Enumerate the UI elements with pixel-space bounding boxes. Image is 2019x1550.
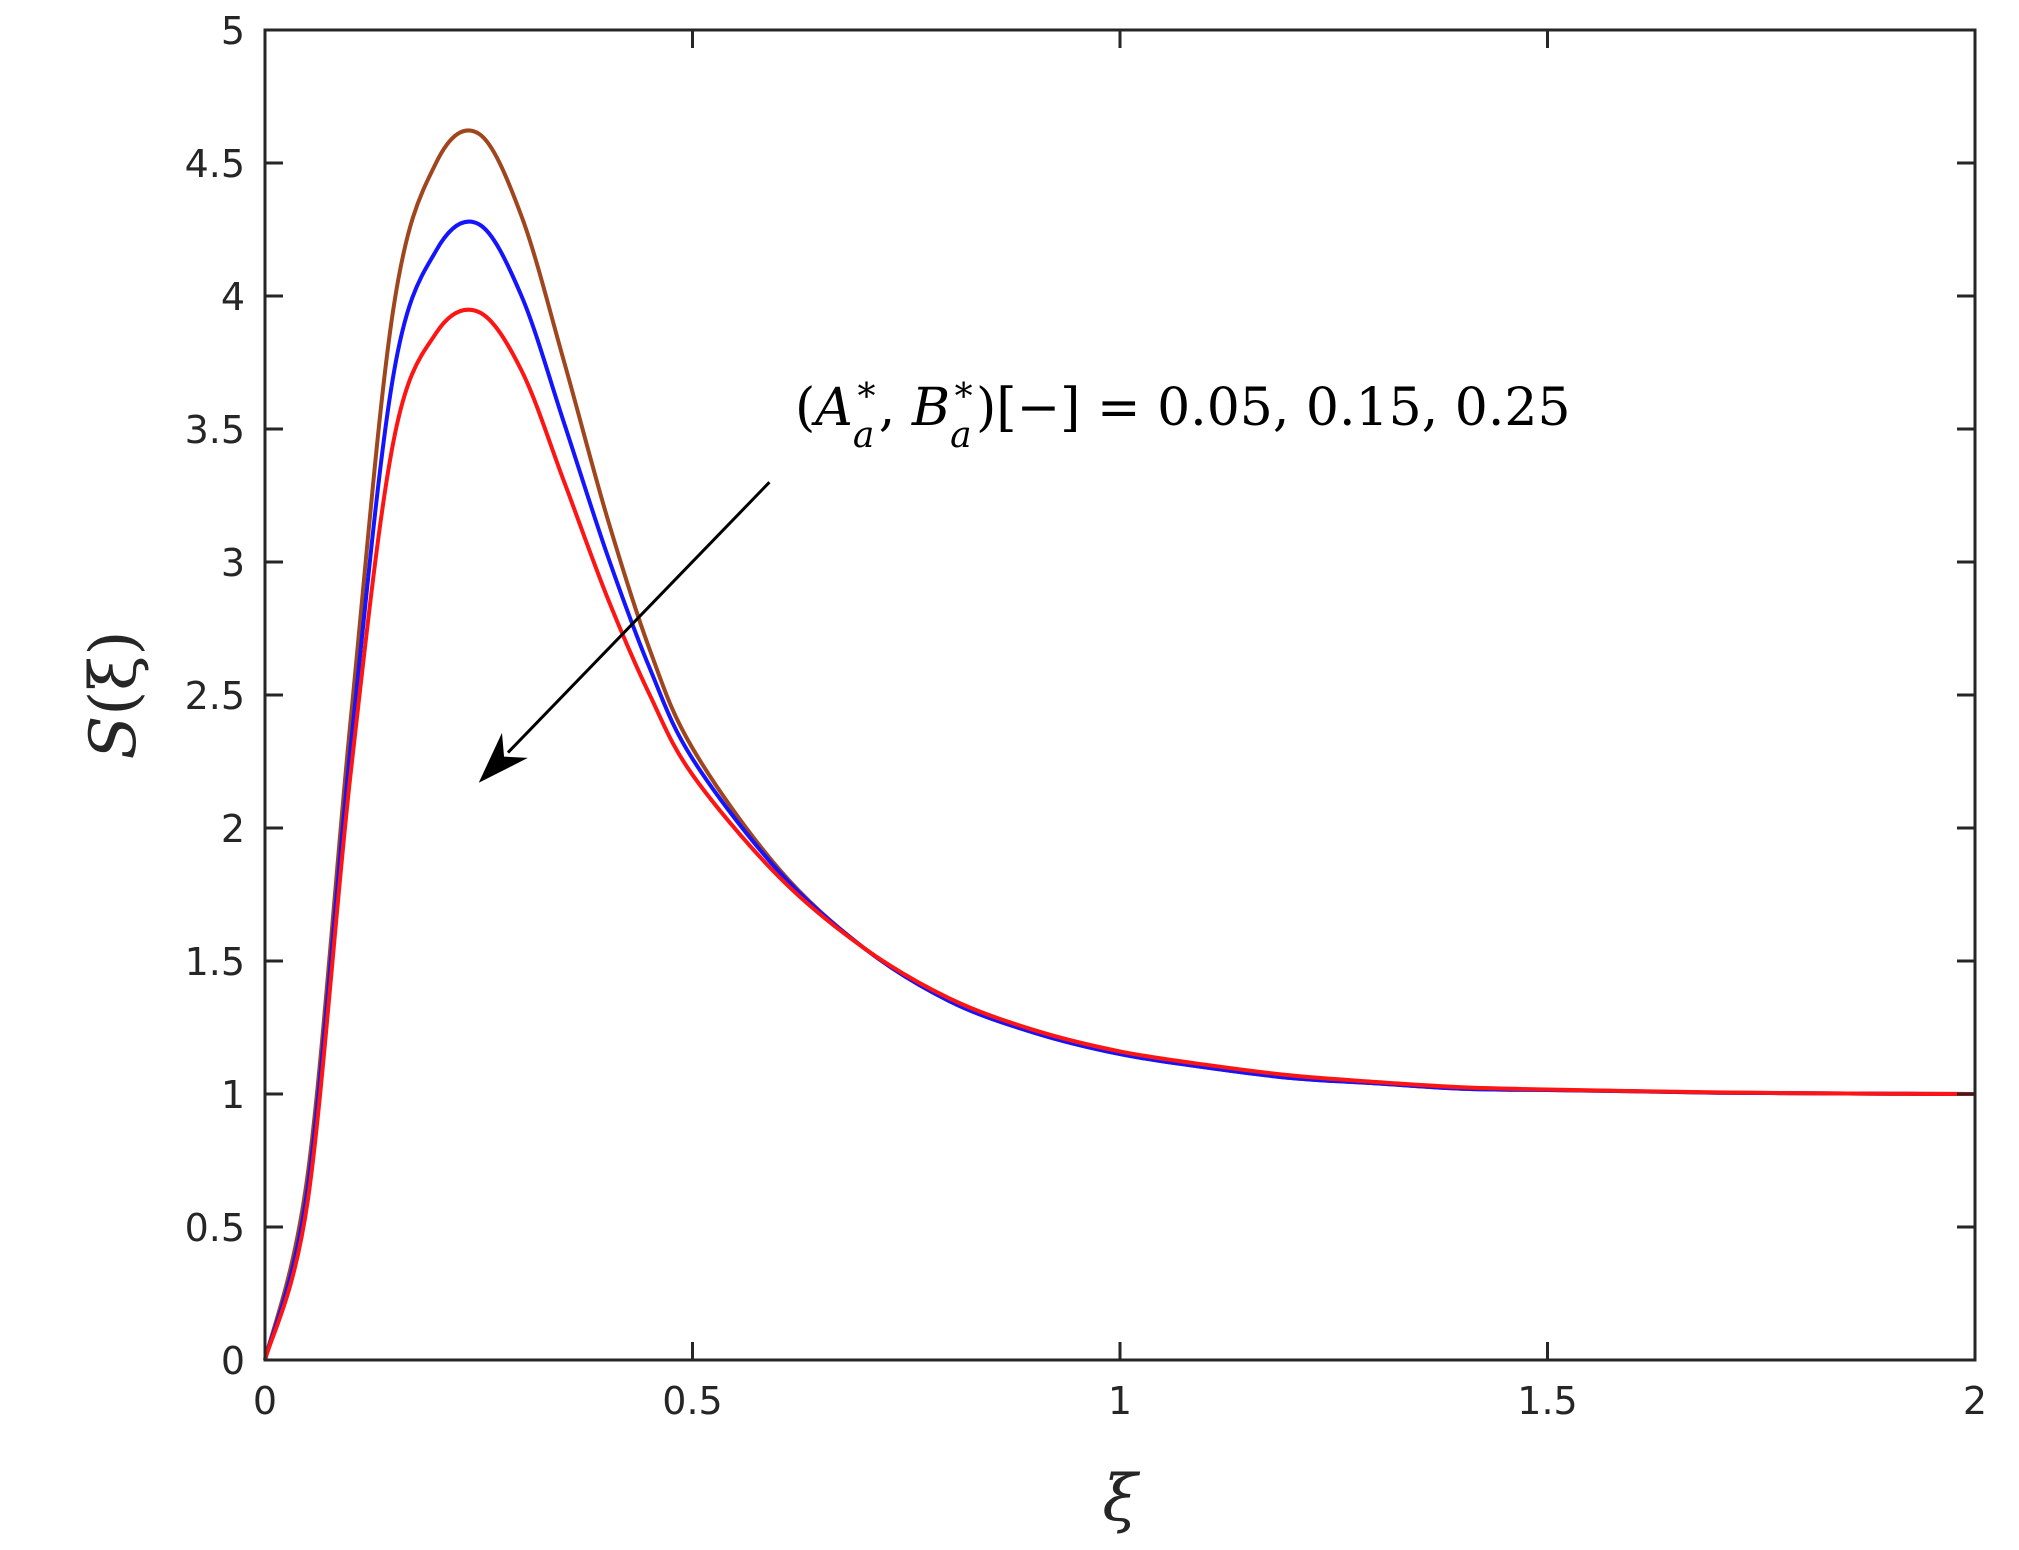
axis-ticks [263, 28, 1977, 1362]
y-axis-label: S(ξ) [77, 630, 151, 759]
series-line-3 [263, 307, 1976, 1361]
y-tick-label: 1 [221, 1073, 245, 1117]
y-tick-label: 4 [221, 275, 245, 319]
x-tick-label: 0.5 [662, 1379, 722, 1423]
y-tick-label: 3.5 [185, 408, 245, 452]
y-tick-label: 5 [221, 9, 245, 53]
annotation-sub-b: a [950, 415, 971, 456]
plot-frame [263, 28, 1977, 1362]
x-tick-label: 2 [1963, 1379, 1987, 1423]
series-line-1 [263, 128, 1976, 1361]
annotation-arrow-shaft [506, 481, 771, 754]
y-tick-label: 1.5 [185, 940, 245, 984]
annotation-open-paren: ( [795, 378, 815, 438]
annotation-symbol-b: B [911, 378, 950, 438]
y-tick-label: 2.5 [185, 674, 245, 718]
annotation-comma: , [879, 378, 912, 438]
x-tick-label: 0 [253, 1379, 277, 1423]
annotation-values: )[−] = 0.05, 0.15, 0.25 [976, 378, 1571, 438]
annotation-sub-a: a [853, 415, 874, 456]
annotation-arrow-head [478, 732, 528, 783]
y-tick-label: 3 [221, 541, 245, 585]
tick-labels: 0 0.5 1 1.5 2 0 0.5 1 1.5 2 2.5 3 3.5 4 4.5 5 [185, 9, 1988, 1423]
x-tick-label: 1.5 [1517, 1379, 1577, 1423]
y-axis-label-argument: (ξ) [77, 630, 151, 715]
parameter-annotation: (Aa∗, Ba∗)[−] = 0.05, 0.15, 0.25 [795, 369, 1571, 456]
annotation-sup-b: ∗ [952, 369, 976, 410]
annotation-sup-a: ∗ [854, 369, 878, 410]
y-tick-label: 4.5 [185, 142, 245, 186]
y-tick-label: 0.5 [185, 1206, 245, 1250]
x-tick-label: 1 [1108, 1379, 1132, 1423]
series-lines [263, 128, 1976, 1361]
annotation-symbol-a: A [811, 378, 853, 438]
y-tick-label: 0 [221, 1339, 245, 1383]
y-axis-label-symbol: S [77, 716, 151, 760]
x-axis-label: ξ [1102, 1462, 1140, 1536]
y-tick-label: 2 [221, 807, 245, 851]
